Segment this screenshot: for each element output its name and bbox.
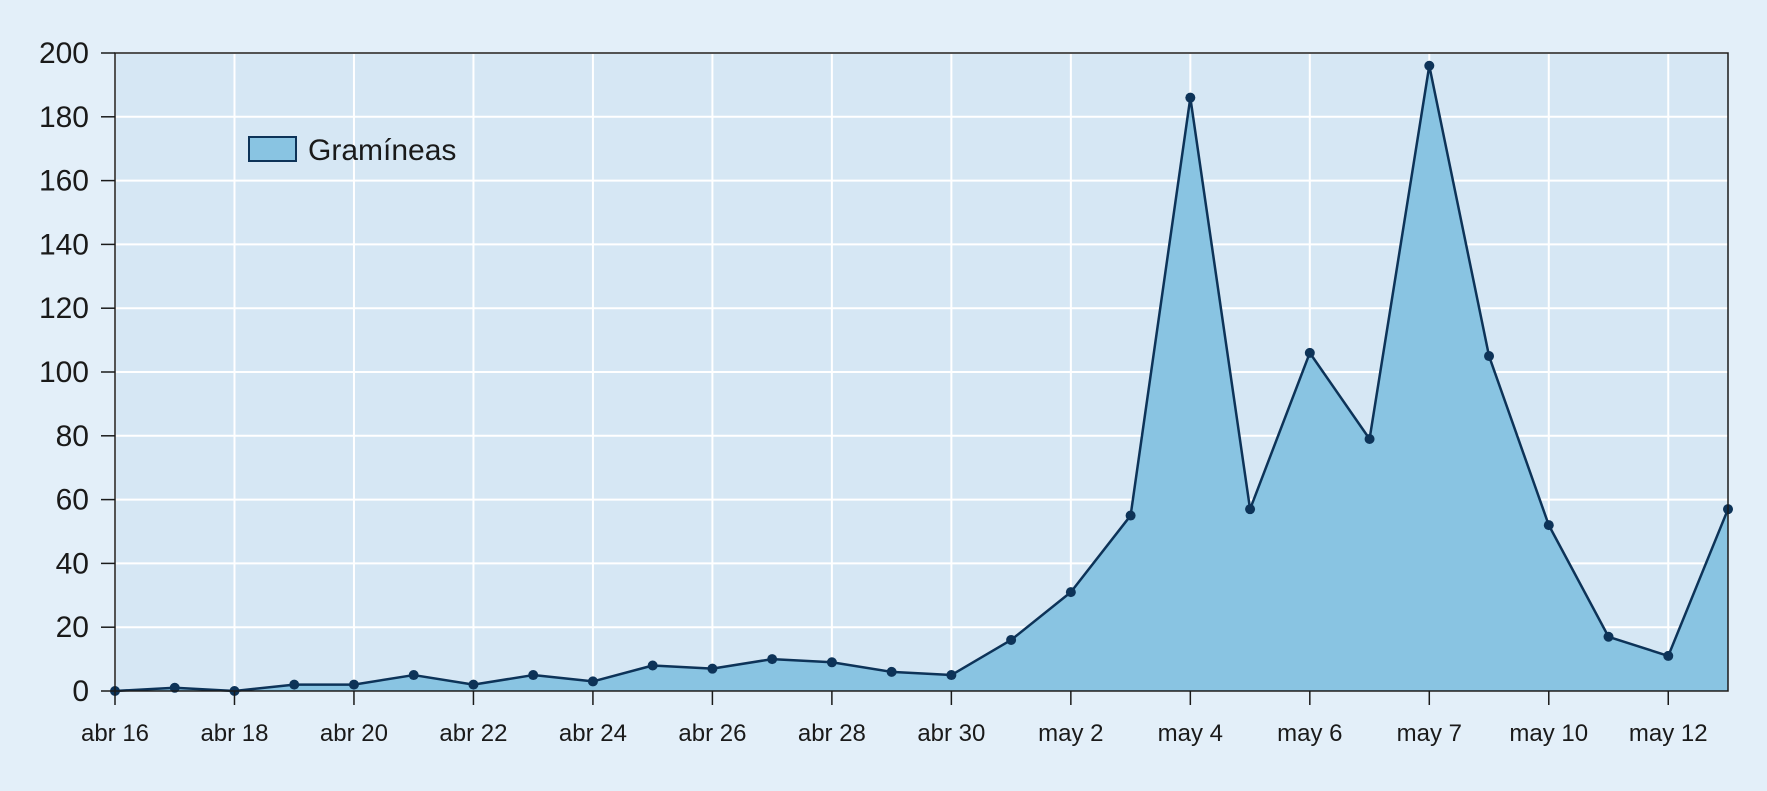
y-tick-label: 0 <box>72 675 89 708</box>
data-point <box>1424 60 1435 71</box>
data-point <box>1185 92 1196 103</box>
data-point <box>289 679 300 690</box>
y-tick-label: 80 <box>56 420 89 453</box>
data-point <box>1364 433 1375 444</box>
y-axis-ticks: 0 20 40 60 80 100 120 140 160 180 200 <box>39 37 115 708</box>
legend-label: Gramíneas <box>308 134 456 167</box>
data-point <box>528 670 539 681</box>
x-axis-ticks: abr 16 abr 18 abr 20 abr 22 abr 24 abr 26 abr … <box>81 691 1708 747</box>
data-point <box>1543 520 1554 531</box>
y-tick-label: 120 <box>39 292 89 325</box>
series-line-graminea <box>114 64 1730 693</box>
x-tick-label: may 4 <box>1158 720 1223 747</box>
y-tick-label: 20 <box>56 611 89 644</box>
legend: Gramíneas <box>248 134 456 167</box>
data-point <box>826 657 837 668</box>
y-tick-label: 200 <box>39 37 89 70</box>
series-area-graminea <box>115 65 1728 691</box>
data-point <box>468 679 479 690</box>
data-point <box>647 660 658 671</box>
x-tick-label: may 10 <box>1509 720 1588 747</box>
legend-swatch <box>248 136 297 162</box>
data-point <box>886 666 897 677</box>
data-point <box>1245 504 1256 515</box>
y-tick-label: 100 <box>39 356 89 389</box>
x-tick-label: abr 24 <box>559 720 627 747</box>
x-tick-label: may 6 <box>1277 720 1342 747</box>
data-point <box>348 679 359 690</box>
x-tick-label: abr 30 <box>917 720 985 747</box>
data-point <box>1484 351 1495 362</box>
y-tick-label: 180 <box>39 101 89 134</box>
y-tick-label: 160 <box>39 165 89 198</box>
y-tick-label: 40 <box>56 547 89 580</box>
x-tick-label: may 12 <box>1629 720 1708 747</box>
x-tick-label: abr 16 <box>81 720 149 747</box>
x-tick-label: abr 22 <box>439 720 507 747</box>
data-point <box>1603 631 1614 642</box>
x-tick-label: may 2 <box>1038 720 1103 747</box>
x-tick-label: abr 26 <box>678 720 746 747</box>
x-tick-label: abr 28 <box>798 720 866 747</box>
data-point <box>408 670 419 681</box>
x-tick-label: abr 20 <box>320 720 388 747</box>
x-tick-label: abr 18 <box>200 720 268 747</box>
y-tick-label: 60 <box>56 484 89 517</box>
data-point <box>587 676 598 687</box>
y-tick-label: 140 <box>39 228 89 261</box>
data-point <box>1663 650 1674 661</box>
data-point <box>1006 634 1017 645</box>
data-point <box>1065 587 1076 598</box>
data-point <box>1125 510 1136 521</box>
data-point <box>767 654 778 665</box>
data-point <box>1304 347 1315 358</box>
data-point <box>707 663 718 674</box>
data-point <box>946 670 957 681</box>
x-tick-label: may 7 <box>1397 720 1462 747</box>
